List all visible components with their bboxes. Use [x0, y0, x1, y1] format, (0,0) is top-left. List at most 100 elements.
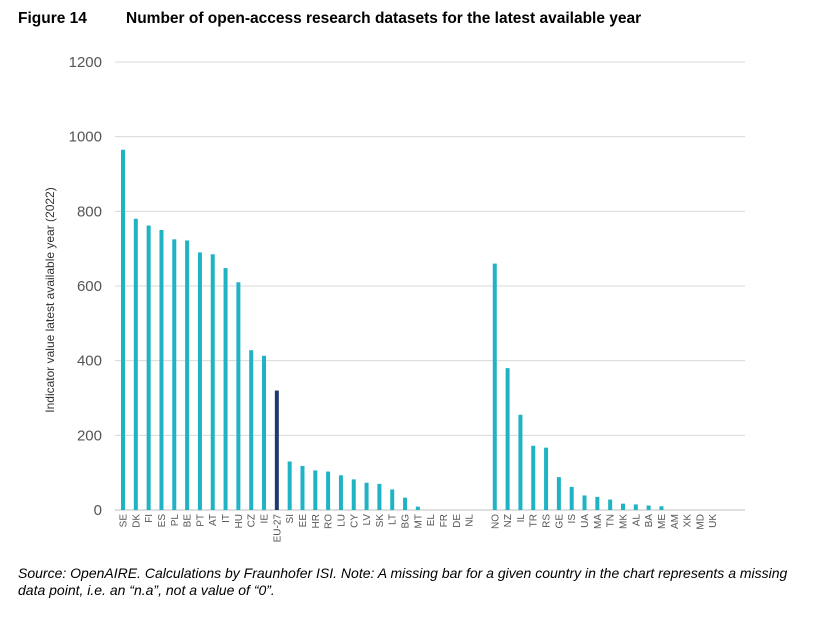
bar-al — [633, 504, 638, 510]
y-tick-label: 1000 — [69, 129, 102, 146]
bar-mk — [620, 503, 625, 510]
bar-ba — [646, 505, 651, 510]
x-tick-label: GE — [554, 514, 565, 529]
x-tick-label: IL — [516, 514, 527, 523]
bar-cy — [351, 479, 356, 510]
x-tick-label: PT — [195, 514, 206, 527]
x-tick-label: RO — [324, 514, 335, 529]
x-tick-label: CY — [349, 514, 360, 528]
x-tick-label: IS — [567, 514, 578, 524]
bar-tr — [531, 445, 536, 510]
bar-eu-27 — [274, 390, 279, 510]
x-tick-label: EE — [298, 514, 309, 528]
x-tick-label: FR — [439, 514, 450, 527]
y-tick-label: 800 — [77, 203, 102, 220]
x-tick-label: MA — [593, 514, 604, 529]
bar-ie — [262, 355, 267, 510]
bar-be — [185, 240, 190, 510]
bar-si — [287, 461, 292, 510]
x-tick-label: CZ — [247, 514, 258, 527]
x-tick-label: NO — [490, 514, 501, 529]
bar-hu — [236, 282, 241, 510]
x-tick-label: RS — [542, 514, 553, 528]
y-axis-label: Indicator value latest available year (2… — [43, 187, 57, 412]
x-tick-label: TR — [529, 514, 540, 527]
bar-chart: 0 200 400 600 800 1000 1200 SE DK FI ES PL BE PT AT IT… — [43, 54, 745, 543]
x-tick-label: LV — [362, 514, 373, 526]
y-tick-label: 0 — [94, 502, 102, 519]
figure-label: Figure 14 — [18, 10, 87, 27]
x-tick-label: SI — [285, 514, 296, 523]
source-note: Source: OpenAIRE. Calculations by Fraunh… — [18, 565, 788, 598]
x-tick-label: AM — [670, 514, 681, 529]
x-tick-label: AL — [631, 514, 642, 527]
figure-header: Figure 14 Number of open-access research… — [18, 10, 818, 32]
x-axis-ticks: SE DK FI ES PL BE PT AT IT HU CZ IE EU-27 SI EE HR RO LU C… — [119, 514, 720, 543]
x-tick-label: SE — [119, 514, 130, 528]
x-tick-label: IE — [260, 514, 271, 524]
bar-lv — [364, 482, 369, 510]
bar-me — [659, 506, 664, 510]
x-tick-label: MK — [618, 514, 629, 529]
y-tick-label: 600 — [77, 278, 102, 295]
bar-se — [121, 149, 125, 510]
x-tick-label: UK — [708, 514, 719, 528]
bar-rs — [544, 447, 549, 510]
bar-ro — [326, 471, 331, 510]
bar-is — [569, 486, 574, 510]
bar-nz — [505, 368, 510, 510]
grid-lines — [115, 61, 745, 511]
bar-it — [223, 268, 228, 510]
y-axis-ticks: 0 200 400 600 800 1000 1200 — [69, 54, 102, 519]
x-tick-label: NL — [465, 514, 476, 527]
x-tick-label: MT — [413, 514, 424, 528]
x-tick-label: BG — [401, 514, 412, 529]
x-tick-label: AT — [208, 514, 219, 526]
figure-title: Number of open-access research datasets … — [126, 10, 642, 27]
bar-ma — [595, 496, 600, 510]
bar-mt — [415, 506, 420, 510]
x-tick-label: XK — [683, 514, 694, 528]
bar-es — [159, 230, 164, 510]
x-tick-label: EU-27 — [272, 514, 283, 543]
bar-fi — [146, 225, 151, 510]
x-tick-label: LT — [388, 514, 399, 525]
x-tick-label: TN — [606, 514, 617, 527]
x-tick-label: SK — [375, 514, 386, 528]
x-tick-label: HU — [234, 514, 245, 528]
y-tick-label: 1200 — [69, 54, 102, 71]
bar-hr — [313, 470, 318, 510]
y-tick-label: 200 — [77, 427, 102, 444]
bar-dk — [133, 218, 138, 511]
bar-tn — [608, 499, 613, 510]
x-tick-label: FI — [144, 514, 155, 523]
x-tick-label: UA — [580, 514, 591, 528]
x-tick-label: DE — [452, 514, 463, 528]
bar-pl — [172, 239, 177, 511]
y-tick-label: 400 — [77, 353, 102, 370]
bar-pt — [197, 252, 202, 510]
x-tick-label: NZ — [503, 514, 514, 527]
bar-at — [210, 254, 215, 510]
bar-ge — [556, 477, 561, 510]
x-tick-label: HR — [311, 514, 322, 528]
x-tick-label: EL — [426, 514, 437, 527]
x-tick-label: BE — [183, 514, 194, 528]
bar-bg — [403, 497, 408, 510]
x-tick-label: LU — [336, 514, 347, 527]
bar-cz — [249, 350, 254, 510]
bar-lt — [390, 489, 395, 510]
bar-lu — [338, 475, 343, 510]
x-tick-label: ME — [657, 514, 668, 529]
x-tick-label: ES — [157, 514, 168, 528]
bar-sk — [377, 483, 382, 510]
bar-ua — [582, 495, 587, 510]
bar-ee — [300, 465, 305, 510]
x-tick-label: IT — [221, 514, 232, 523]
x-tick-label: DK — [131, 514, 142, 528]
x-tick-label: BA — [644, 514, 655, 528]
bar-il — [518, 414, 523, 510]
x-tick-label: PL — [170, 514, 181, 527]
bars — [121, 149, 664, 511]
bar-no — [492, 263, 497, 510]
